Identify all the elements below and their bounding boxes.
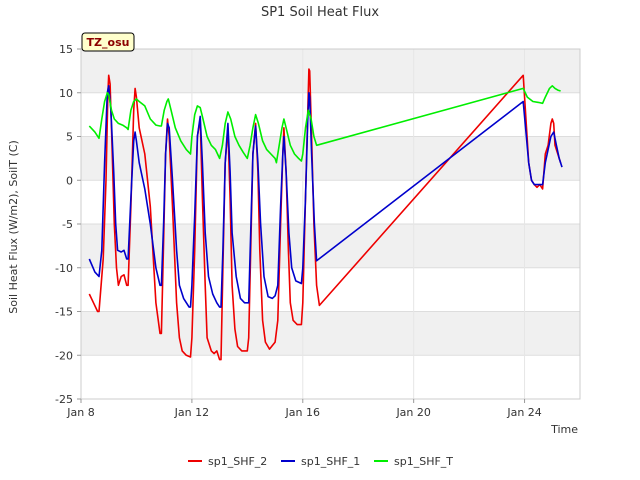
x-tick-label: Jan 20 xyxy=(395,406,430,419)
x-axis-label: Time xyxy=(550,423,578,436)
axes: -25 -20 -15 -10 -5 0 5 10 15 Jan 8 Jan 12 Jan 16 Jan… xyxy=(55,43,581,419)
site-badge-box xyxy=(81,32,135,52)
x-tick-label: Jan 12 xyxy=(174,406,209,419)
y-tick-label: 15 xyxy=(59,43,73,56)
plot-band xyxy=(81,136,580,181)
legend: sp1_SHF_2 sp1_SHF_1 sp1_SHF_T xyxy=(188,455,453,468)
y-tick-label: 10 xyxy=(59,87,73,100)
legend-label: sp1_SHF_T xyxy=(394,455,453,468)
y-axis-label: Soil Heat Flux (W/m2), SoilT (C) xyxy=(7,140,20,313)
site-badge: TZ_osu xyxy=(81,32,135,52)
plot-band xyxy=(81,311,580,356)
series-line-sp1_SHF_1 xyxy=(88,85,563,308)
chart-title: SP1 Soil Heat Flux xyxy=(261,5,379,20)
site-badge-label: TZ_osu xyxy=(87,36,130,49)
legend-label: sp1_SHF_1 xyxy=(301,455,360,468)
y-tick-label: 5 xyxy=(66,131,73,144)
plot-band xyxy=(81,49,580,93)
y-tick-label: -5 xyxy=(62,218,73,231)
y-tick-label: -20 xyxy=(55,349,73,362)
series-line-sp1_SHF_T xyxy=(88,85,561,164)
x-tick-label: Jan 24 xyxy=(506,406,541,419)
legend-label: sp1_SHF_2 xyxy=(208,455,267,468)
x-tick-label: Jan 16 xyxy=(285,406,320,419)
x-tick-label: Jan 8 xyxy=(66,406,94,419)
y-tick-label: -10 xyxy=(55,262,73,275)
y-tick-label: -15 xyxy=(55,306,73,319)
y-tick-label: 0 xyxy=(66,174,73,187)
y-tick-label: -25 xyxy=(55,393,73,406)
series-layer xyxy=(88,68,563,361)
